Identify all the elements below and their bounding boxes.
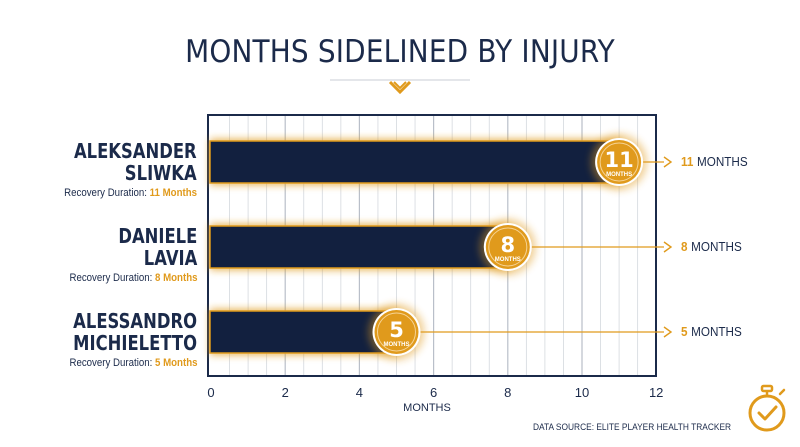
data-source-note: DATA SOURCE: ELITE PLAYER HEALTH TRACKER: [532, 422, 731, 433]
x-tick-label: 8: [504, 385, 511, 400]
bar: [209, 310, 398, 354]
x-tick-label: 0: [207, 385, 214, 400]
badge-unit: MONTHS: [495, 257, 521, 263]
bars: [209, 139, 622, 355]
side-unit: MONTHS: [691, 239, 742, 254]
category-name-line: ALESSANDRO: [73, 309, 197, 333]
x-axis-ticks: 0 2 4 6 8 10 12: [207, 385, 663, 400]
category-name-line: DANIELE: [118, 224, 197, 248]
stopwatch-check-icon: [748, 384, 786, 432]
recovery-prefix: Recovery Duration:: [68, 357, 155, 369]
plot-border: [207, 114, 657, 377]
category-name-line: MICHIELETTO: [73, 331, 197, 355]
x-tick-label: 12: [649, 385, 663, 400]
recovery-value: 11 Months: [149, 187, 197, 199]
recovery-prefix: Recovery Duration:: [64, 187, 150, 199]
badge-unit: MONTHS: [606, 172, 632, 178]
side-value: 8: [681, 239, 688, 254]
side-value: 5: [681, 324, 688, 339]
bar: [209, 140, 620, 184]
side-unit: MONTHS: [691, 324, 742, 339]
category-name-line: LAVIA: [143, 246, 197, 270]
side-unit: MONTHS: [696, 154, 748, 169]
category-name: DANIELE LAVIA: [118, 225, 197, 269]
x-tick-label: 6: [430, 385, 437, 400]
x-tick-label: 10: [575, 385, 589, 400]
badge-unit: MONTHS: [384, 342, 410, 348]
side-value: 11: [681, 154, 694, 169]
bar: [209, 225, 509, 269]
badge-value: 5: [389, 318, 404, 342]
plot-frame: [207, 114, 657, 377]
connector-arrow-icon: [663, 326, 673, 338]
x-tick-label: 2: [282, 385, 289, 400]
recovery-value: 8 Months: [154, 272, 197, 284]
recovery-duration: Recovery Duration: 5 Months: [69, 357, 197, 369]
recovery-duration: Recovery Duration: 11 Months: [64, 187, 197, 199]
chart-title: MONTHS SIDELINED BY INJURY: [185, 34, 615, 70]
side-value-label: 11 MONTHS: [681, 154, 748, 169]
x-tick-label: 4: [356, 385, 363, 400]
recovery-value: 5 Months: [154, 357, 197, 369]
category-name: ALESSANDRO MICHIELETTO: [73, 310, 197, 354]
category-name-line: ALEKSANDER: [74, 139, 197, 163]
recovery-duration: Recovery Duration: 8 Months: [69, 272, 197, 284]
category-name: ALEKSANDER SLIWKA: [74, 140, 197, 184]
x-axis-label: MONTHS: [403, 402, 451, 414]
chevron-down-icon: [388, 80, 412, 95]
side-value-label: 8 MONTHS: [681, 239, 742, 254]
badge-value: 8: [500, 233, 515, 257]
recovery-prefix: Recovery Duration:: [68, 272, 155, 284]
connectors: [406, 156, 673, 338]
badge-value: 11: [604, 148, 633, 172]
side-value-label: 5 MONTHS: [681, 324, 742, 339]
category-name-line: SLIWKA: [125, 161, 197, 185]
connector-arrow-icon: [663, 241, 673, 253]
connector-arrow-icon: [663, 156, 673, 168]
